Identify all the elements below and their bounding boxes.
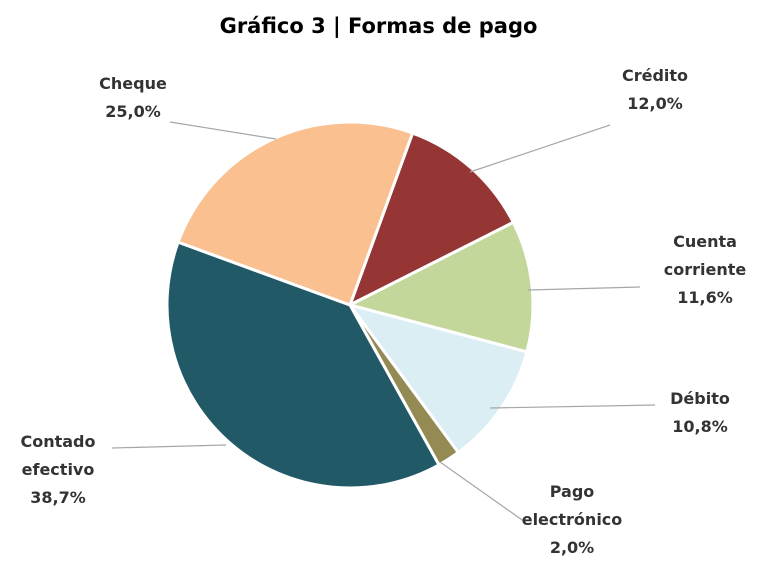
value-label: 38,7% bbox=[30, 488, 86, 507]
chart-title: Gráfico 3 | Formas de pago bbox=[219, 14, 538, 38]
category-label: Crédito bbox=[621, 66, 689, 85]
slice-label: Cheque 25,0% bbox=[83, 70, 183, 126]
category-label: Contado efectivo bbox=[20, 432, 96, 479]
leader-line bbox=[489, 404, 656, 409]
pie-slice bbox=[347, 131, 516, 309]
slice-label: Pago electrónico 2,0% bbox=[512, 478, 632, 562]
category-label: Débito bbox=[670, 389, 730, 408]
value-label: 10,8% bbox=[672, 417, 728, 436]
value-label: 11,6% bbox=[677, 288, 733, 307]
value-label: 25,0% bbox=[105, 102, 161, 121]
leader-line bbox=[527, 286, 641, 291]
pie-slice bbox=[345, 220, 535, 354]
category-label: Pago electrónico bbox=[521, 482, 623, 529]
category-label: Cuenta corriente bbox=[663, 232, 747, 279]
category-label: Cheque bbox=[99, 74, 167, 93]
pie-slice bbox=[165, 240, 442, 490]
leader-line bbox=[111, 444, 227, 449]
value-label: 2,0% bbox=[549, 538, 595, 557]
slice-label: Contado efectivo 38,7% bbox=[8, 428, 108, 512]
slice-label: Cuenta corriente 11,6% bbox=[650, 228, 757, 312]
slice-label: Crédito 12,0% bbox=[605, 62, 705, 118]
value-label: 12,0% bbox=[627, 94, 683, 113]
leader-line bbox=[469, 124, 611, 173]
leader-line bbox=[169, 121, 277, 140]
leader-line bbox=[439, 461, 526, 523]
slice-label: Débito 10,8% bbox=[650, 385, 750, 441]
